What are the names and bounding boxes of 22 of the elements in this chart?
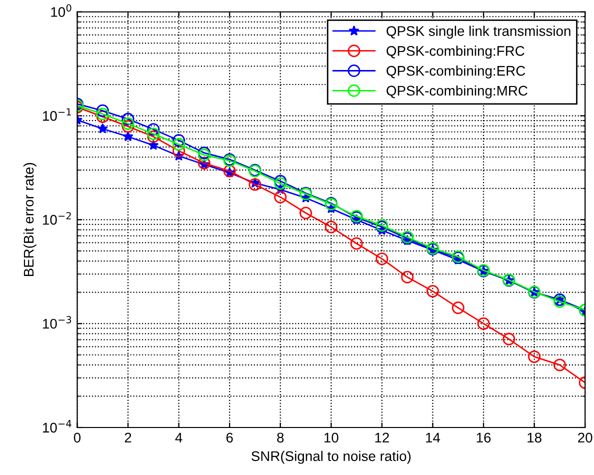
x-tick-label: 6 <box>226 432 233 443</box>
x-tick-label: 14 <box>426 432 440 442</box>
x-axis-title: SNR(Signal to noise ratio) <box>252 450 411 464</box>
x-tick-label: 0 <box>74 432 81 443</box>
y-tick-label: 10$^{−4}$ <box>43 420 72 433</box>
x-tick-label: 16 <box>476 432 491 443</box>
legend-label: QPSK single link transmission <box>386 26 570 39</box>
x-tick-label: 18 <box>528 432 542 443</box>
y-axis-title: BER(Bit error rate) <box>23 163 36 276</box>
x-tick-label: 10 <box>324 432 338 443</box>
y-tick-label: 10$^{−2}$ <box>43 212 71 225</box>
legend-label: QPSK-combining:ERC <box>386 66 526 78</box>
y-tick-label: 10$^{−1}$ <box>43 108 71 121</box>
legend-label: QPSK-combining:MRC <box>386 85 528 98</box>
x-tick-label: 2 <box>124 432 132 442</box>
x-tick-label: 20 <box>578 432 592 443</box>
legend-label: QPSK-combining:FRC <box>386 46 524 59</box>
y-tick-label: 10$^{0}$ <box>51 4 72 17</box>
x-tick-label: 12 <box>375 432 389 442</box>
x-tick-label: 4 <box>175 432 182 442</box>
y-tick-label: 10$^{−3}$ <box>43 316 72 329</box>
x-tick-label: 8 <box>277 432 284 443</box>
